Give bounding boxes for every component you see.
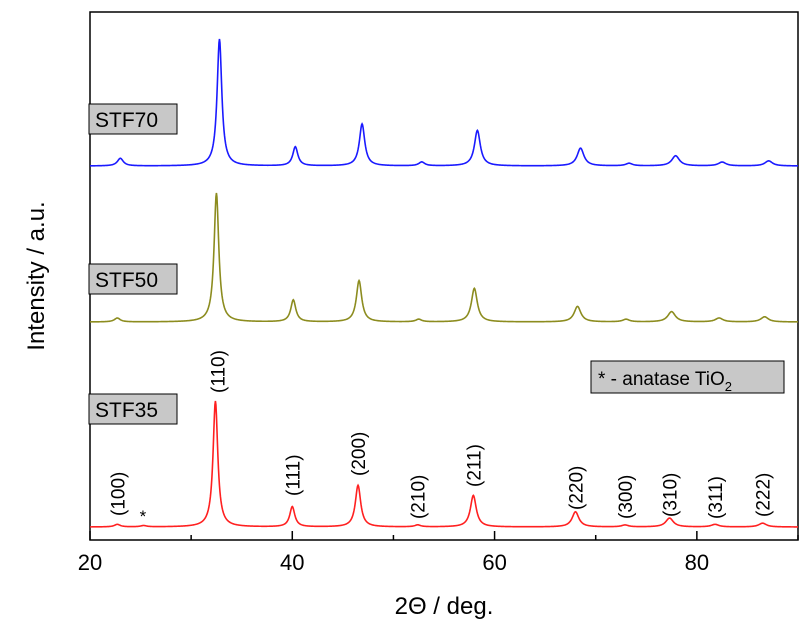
hkl-label-10: (311)	[706, 476, 727, 519]
hkl-label-7: (220)	[566, 466, 587, 510]
anatase-star-marker: *	[140, 507, 147, 526]
sample-label-stf70: STF70	[88, 103, 178, 135]
sample-label-stf50: STF50	[88, 263, 178, 295]
anatase-legend-subscript: 2	[725, 379, 732, 394]
hkl-label-9: (310)	[661, 473, 682, 517]
anatase-legend: * - anatase TiO2	[590, 360, 785, 394]
x-tick-label-80: 80	[685, 550, 709, 575]
sample-label-box	[88, 263, 178, 295]
plot-area	[89, 11, 799, 541]
plot-frame	[89, 11, 799, 541]
anatase-legend-text: * - anatase TiO2	[598, 369, 732, 394]
hkl-label-6: (211)	[464, 444, 485, 487]
hkl-label-8: (300)	[616, 475, 637, 519]
x-tick-label-20: 20	[78, 550, 102, 575]
series-line-stf35	[90, 400, 798, 528]
y-axis-title: Intensity / a.u.	[23, 201, 50, 350]
sample-label-text: STF70	[95, 109, 158, 132]
x-axis-title: 2Θ / deg.	[395, 593, 494, 619]
series-line-stf50	[89, 192, 798, 323]
annotation-group: (100) * (110) (111) (200) (210) (211) (220) (300…	[108, 350, 785, 526]
hkl-label-0: (100)	[108, 472, 129, 516]
axis-group: 20 40 60 80 2Θ / deg. Intensity / a.u.	[23, 201, 799, 619]
sample-label-box	[88, 393, 178, 425]
sample-label-stf35: STF35	[88, 393, 178, 425]
sample-label-group: STF70 STF50 STF35	[88, 103, 178, 425]
x-tick-label-40: 40	[280, 550, 304, 575]
hkl-label-3: (111)	[283, 454, 304, 496]
anatase-legend-box	[590, 360, 785, 394]
sample-label-text: STF35	[95, 399, 158, 422]
hkl-label-2: (110)	[208, 350, 229, 393]
sample-label-box	[88, 103, 178, 135]
sample-label-text: STF50	[95, 269, 158, 292]
hkl-label-4: (200)	[349, 432, 370, 476]
hkl-label-5: (210)	[409, 475, 430, 519]
series-line-stf70	[90, 38, 798, 167]
series-group	[89, 38, 798, 528]
hkl-label-11: (222)	[754, 473, 775, 517]
x-tick-label-60: 60	[482, 550, 506, 575]
